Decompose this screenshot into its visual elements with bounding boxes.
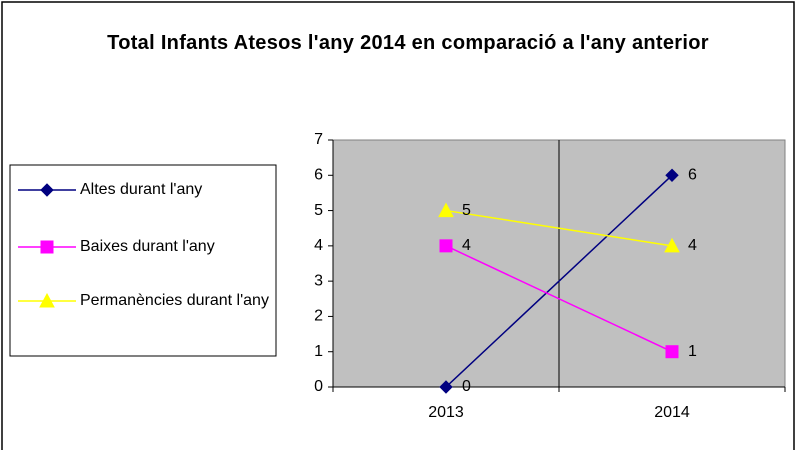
data-label: 5 bbox=[462, 202, 471, 219]
data-point bbox=[665, 168, 679, 182]
data-label: 6 bbox=[688, 167, 697, 184]
data-label: 4 bbox=[688, 237, 697, 254]
legend-box bbox=[9, 164, 277, 357]
data-label: 4 bbox=[462, 237, 471, 254]
y-tick-label: 0 bbox=[314, 378, 323, 395]
legend-marker bbox=[40, 240, 54, 254]
data-point bbox=[665, 345, 679, 359]
y-tick-label: 2 bbox=[314, 308, 323, 325]
data-point bbox=[439, 380, 453, 394]
series-line bbox=[445, 174, 673, 388]
data-point bbox=[438, 202, 454, 218]
legend-label: Permanències durant l'any bbox=[80, 292, 269, 309]
legend-marker bbox=[39, 292, 55, 308]
x-tick-label: 2013 bbox=[428, 404, 464, 421]
y-tick-label: 4 bbox=[314, 237, 323, 254]
legend-marker bbox=[40, 183, 54, 197]
y-tick-label: 7 bbox=[314, 131, 323, 148]
data-label: 1 bbox=[688, 343, 697, 360]
y-tick-label: 1 bbox=[314, 343, 323, 360]
data-point bbox=[439, 239, 453, 253]
chart-title: Total Infants Atesos l'any 2014 en compa… bbox=[107, 32, 709, 54]
series-line bbox=[445, 209, 673, 247]
legend-label: Baixes durant l'any bbox=[80, 238, 215, 255]
data-point bbox=[664, 237, 680, 253]
data-label: 0 bbox=[462, 378, 471, 395]
legend-label: Altes durant l'any bbox=[80, 181, 203, 198]
y-tick-label: 6 bbox=[314, 167, 323, 184]
y-tick-label: 3 bbox=[314, 272, 323, 289]
series-line bbox=[445, 245, 673, 353]
x-tick-label: 2014 bbox=[654, 404, 690, 421]
y-tick-label: 5 bbox=[314, 202, 323, 219]
